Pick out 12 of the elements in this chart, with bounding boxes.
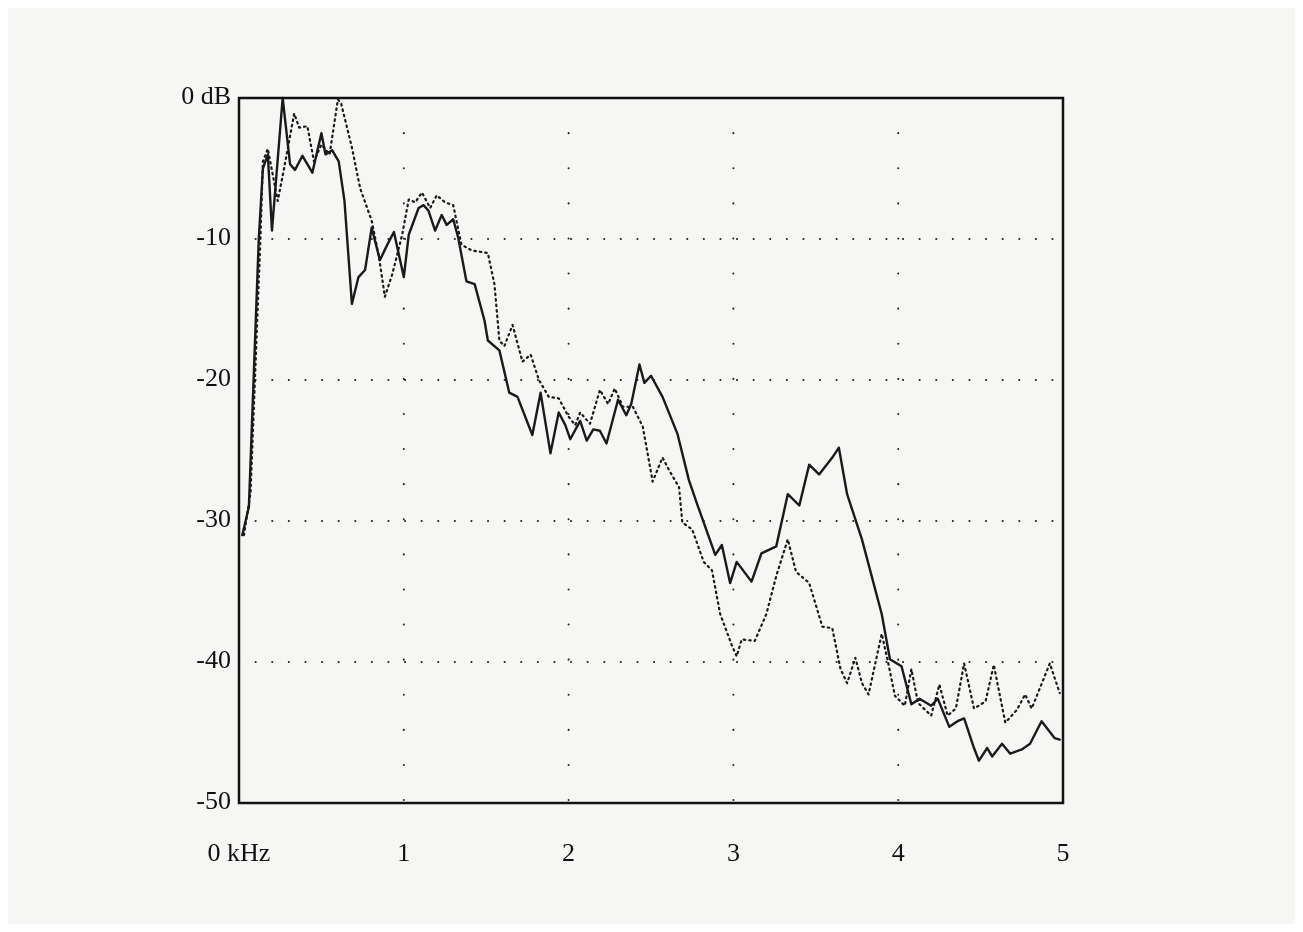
x-tick-label: 5 [1056, 838, 1070, 867]
x-tick-label: 2 [562, 838, 576, 867]
y-tick-label: 0 dB [181, 80, 231, 110]
x-tick-label: 1 [397, 838, 411, 867]
x-tick-label: 0 kHz [207, 838, 271, 867]
y-tick-label: -40 [196, 644, 231, 674]
x-tick-label: 4 [891, 838, 905, 867]
y-tick-label: -20 [196, 362, 231, 392]
y-tick-label: -50 [196, 785, 231, 815]
y-tick-label: -10 [196, 221, 231, 251]
y-tick-label: -30 [196, 503, 231, 533]
x-tick-label: 3 [726, 838, 740, 867]
